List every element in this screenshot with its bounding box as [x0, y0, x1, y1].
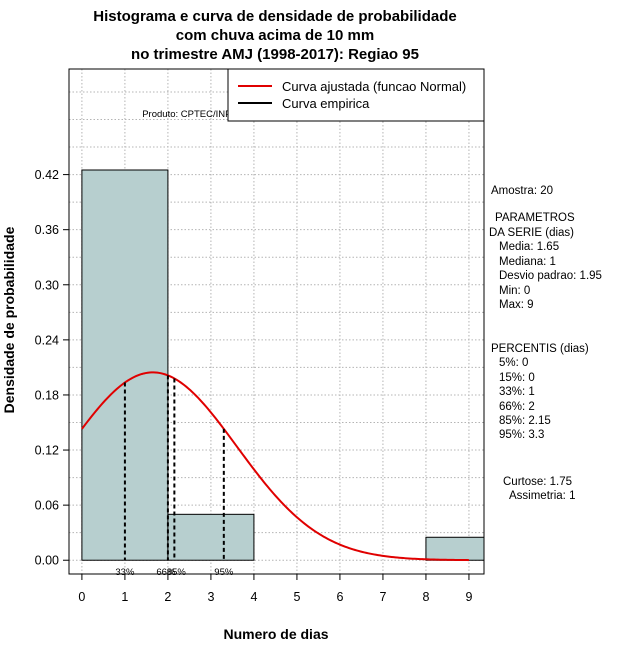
stat-p5: 5%: 0: [499, 357, 528, 369]
stat-p95: 95%: 3.3: [499, 429, 544, 441]
chart-title-line1: Histograma e curva de densidade de proba…: [93, 8, 456, 25]
stats-panel: Amostra: 20 PARAMETROS DA SERIE (dias) M…: [489, 185, 602, 502]
stat-mediana: Mediana: 1: [499, 256, 556, 268]
normal-curve: [81, 371, 469, 562]
y-tick-label: 0.36: [35, 223, 59, 237]
stat-min: Min: 0: [499, 285, 530, 297]
y-axis-title: Densidade de probabilidade: [1, 226, 17, 413]
chart-title-line2: com chuva acima de 10 mm: [176, 27, 374, 44]
x-tick-label: 3: [207, 590, 214, 604]
histogram-bar: [425, 536, 485, 561]
x-tick-label: 4: [250, 590, 257, 604]
stat-sample: Amostra: 20: [491, 185, 553, 197]
x-tick-label: 6: [336, 590, 343, 604]
x-tick-label: 9: [465, 590, 472, 604]
legend-box: [227, 68, 485, 122]
legend-fitted-label: Curva ajustada (funcao Normal): [282, 79, 466, 94]
histogram-bar: [167, 513, 255, 561]
stat-p33: 33%: 1: [499, 386, 535, 398]
x-tick-label: 1: [121, 590, 128, 604]
stat-params-title-1: PARAMETROS: [495, 212, 575, 224]
percentile-label: 33%: [115, 567, 135, 578]
y-tick-label: 0.00: [35, 554, 59, 568]
product-label: Produto: CPTEC/INPE: [142, 109, 238, 120]
stat-max: Max: 9: [499, 299, 534, 311]
x-tick-label: 5: [293, 590, 300, 604]
percentile-label: 66%: [156, 567, 176, 578]
x-tick-label: 8: [422, 590, 429, 604]
x-tick-label: 0: [78, 590, 85, 604]
stat-percentis-title: PERCENTIS (dias): [491, 343, 589, 355]
stat-desvio: Desvio padrao: 1.95: [499, 270, 602, 282]
y-tick-label: 0.24: [35, 333, 59, 347]
normal-fit-curve: [81, 371, 469, 562]
y-tick-label: 0.06: [35, 499, 59, 513]
stat-assimetria: Assimetria: 1: [509, 490, 575, 502]
stat-p66: 66%: 2: [499, 401, 535, 413]
stat-p15: 15%: 0: [499, 372, 535, 384]
x-tick-label: 7: [379, 590, 386, 604]
chart-title-line3: no trimestre AMJ (1998-2017): Regiao 95: [131, 46, 419, 63]
x-axis-title: Numero de dias: [223, 626, 328, 642]
legend: Curva ajustada (funcao Normal) Curva emp…: [227, 68, 485, 122]
x-tick-label: 2: [164, 590, 171, 604]
y-tick-label: 0.42: [35, 168, 59, 182]
percentile-label: 85%: [167, 567, 187, 578]
stat-media: Media: 1.65: [499, 241, 559, 253]
percentile-label: 95%: [214, 567, 234, 578]
stat-p85: 85%: 2.15: [499, 415, 551, 427]
y-tick-label: 0.30: [35, 278, 59, 292]
histogram-bars: [81, 169, 485, 561]
y-tick-label: 0.18: [35, 388, 59, 402]
y-tick-label: 0.12: [35, 444, 59, 458]
percentile-lines: 33% 66%85% 95%: [115, 375, 234, 578]
stat-params-title-2: DA SERIE (dias): [489, 227, 574, 239]
stat-curtose: Curtose: 1.75: [503, 476, 572, 488]
legend-empirical-label: Curva empirica: [282, 96, 370, 111]
